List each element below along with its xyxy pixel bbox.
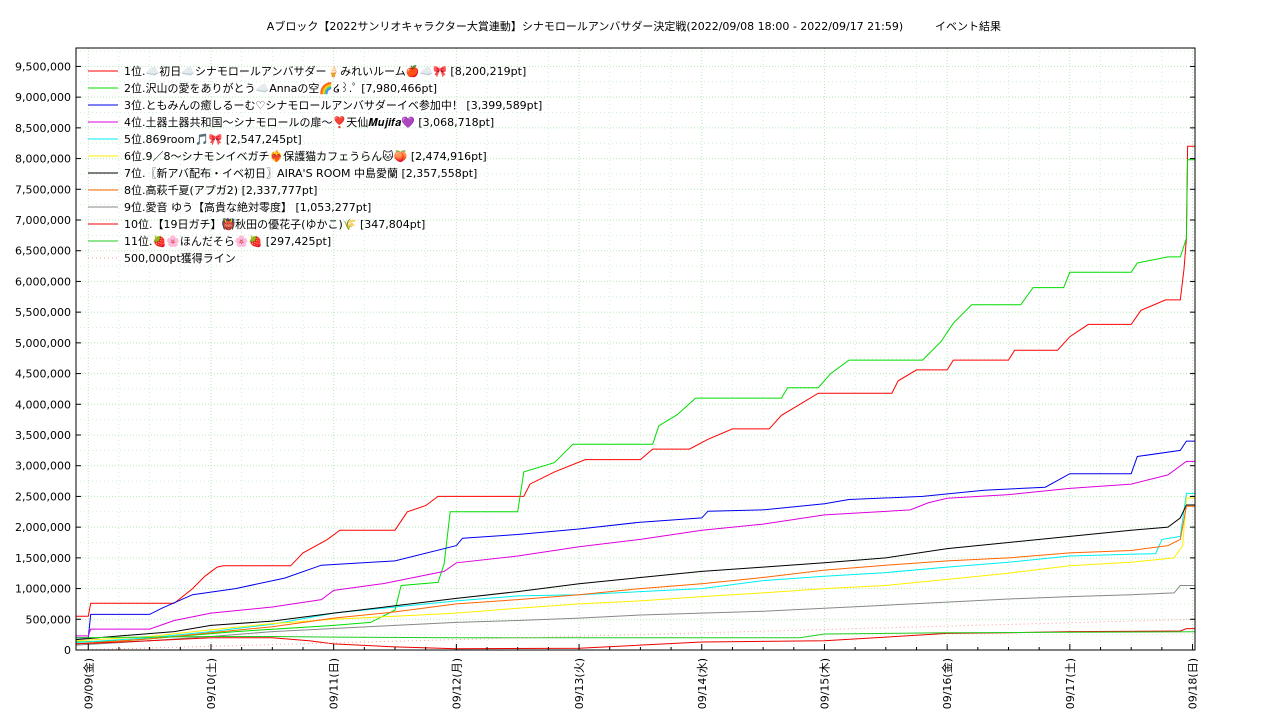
y-tick-label: 1,000,000 (15, 583, 71, 596)
series-line-2 (75, 159, 1195, 643)
series-line-11 (75, 631, 1196, 639)
x-tick-label: 09/16(金) (940, 658, 954, 709)
y-tick-label: 8,000,000 (15, 153, 71, 166)
y-tick-label: 9,500,000 (15, 60, 71, 73)
legend-label: 6位.9／8〜シナモンイベガチ❤️‍🔥保護猫カフェうらん🐱🍑 [2,474,91… (124, 149, 487, 163)
series-line-6 (75, 497, 1195, 642)
x-tick-label: 09/13(火) (573, 658, 586, 709)
legend-label: 4位.土器土器共和国〜シナモロールの扉〜❣️天仙𝑴𝒖𝒋𝒊𝒇𝒂💜 [3,068,7… (124, 115, 494, 129)
chart-title: Aブロック【2022サンリオキャラクター大賞連動】シナモロールアンバサダー決定戦… (267, 19, 903, 33)
legend-label: 5位.869room🎵🎀 [2,547,245pt] (124, 132, 302, 146)
legend-label: 10位.【19日ガチ】👹秋田の優花子(ゆかこ)🌾 [347,804pt] (124, 217, 425, 231)
y-tick-label: 7,500,000 (15, 183, 71, 196)
y-tick-label: 5,500,000 (15, 306, 71, 319)
y-axis: 0 500,000 1,000,000 1,500,000 2,000,000 2,500… (15, 60, 1195, 657)
chart-subtitle: イベント結果 (935, 19, 1001, 33)
x-axis: 09/09(金) 09/10(土) 09/11(日) 09/12(月) 09/13(火)… (81, 644, 1200, 709)
legend: 1位.☁️初日☁️シナモロールアンバサダー🍦みれいルーム🍎☁️🎀 [8,200,… (88, 64, 542, 265)
series-line-9 (75, 585, 1195, 646)
x-tick-label: 09/10(土) (205, 658, 218, 709)
legend-label: 7位.〖新アバ配布・イベ初日〗AIRA'S ROOM 中島愛蘭 [2,357,5… (124, 166, 477, 180)
y-tick-label: 2,500,000 (15, 490, 71, 503)
legend-label: 11位.🍓🌸ほんだそら🌸🍓 [297,425pt] (124, 234, 331, 248)
legend-label: 500,000pt獲得ライン (124, 252, 236, 265)
y-tick-label: 5,000,000 (15, 337, 71, 350)
series-line-8 (75, 505, 1195, 645)
legend-label: 1位.☁️初日☁️シナモロールアンバサダー🍦みれいルーム🍎☁️🎀 [8,200,… (124, 64, 526, 78)
y-tick-label: 3,500,000 (15, 429, 71, 442)
x-tick-label: 09/18(日) (1187, 658, 1200, 709)
series-line-1 (76, 145, 1195, 617)
y-tick-label: 4,500,000 (15, 368, 71, 381)
legend-label: 9位.愛音 ゆう【高貴な絶対零度】 [1,053,277pt] (124, 200, 371, 214)
x-tick-label: 09/14(水) (696, 658, 709, 709)
y-tick-label: 2,000,000 (15, 521, 71, 534)
legend-label: 2位.沢山の愛をありがとう☁️Annaの空🌈໒꒱.ﾟ [7,980,466pt] (124, 81, 437, 95)
y-tick-label: 4,000,000 (15, 398, 71, 411)
plot-frame (75, 47, 1196, 651)
x-tick-label: 09/09(金) (81, 658, 95, 709)
grid-lines (76, 48, 1195, 651)
legend-label: 3位.ともみんの癒しるーむ♡シナモロールアンバサダーイベ参加中！ [3,399,… (124, 98, 542, 112)
y-tick-label: 9,000,000 (15, 91, 71, 104)
y-tick-label: 1,500,000 (15, 552, 71, 565)
series-line-7 (75, 504, 1195, 641)
x-tick-label: 09/12(月) (450, 658, 463, 709)
y-tick-label: 8,500,000 (15, 122, 71, 135)
series-line-4 (76, 460, 1195, 637)
x-tick-label: 09/17(土) (1064, 658, 1077, 709)
y-tick-label: 500,000 (26, 613, 72, 626)
series-line-12 (75, 618, 1196, 651)
y-tick-label: 6,000,000 (15, 275, 71, 288)
x-tick-label: 09/11(日) (328, 658, 341, 709)
series-line-5 (75, 492, 1195, 644)
x-tick-label: 09/15(木) (818, 658, 831, 709)
legend-label: 8位.高萩千夏(アプガ2) [2,337,777pt] (124, 183, 317, 197)
series-line-10 (75, 628, 1195, 650)
y-tick-label: 6,500,000 (15, 245, 71, 258)
series-line-3 (76, 440, 1195, 639)
y-tick-label: 3,000,000 (15, 460, 71, 473)
y-tick-label: 0 (64, 644, 71, 657)
y-tick-label: 7,000,000 (15, 214, 71, 227)
